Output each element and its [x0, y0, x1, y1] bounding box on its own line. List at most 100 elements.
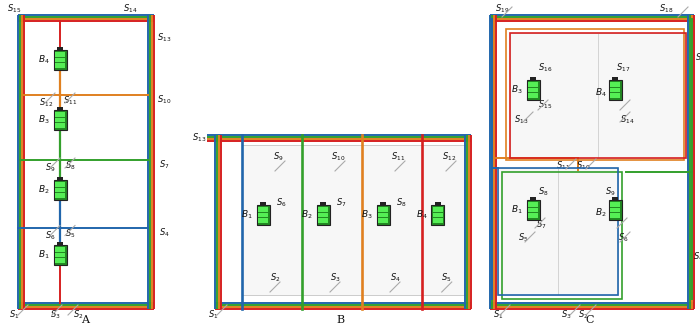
Text: $S_{10}$: $S_{10}$	[576, 160, 590, 172]
Bar	[433, 218, 442, 223]
Bar	[558, 168, 618, 295]
Text: $S_{12}$: $S_{12}$	[442, 151, 456, 163]
Text: $S_{10}$: $S_{10}$	[331, 151, 345, 163]
Bar	[316, 205, 330, 225]
Text: $B_2$: $B_2$	[595, 207, 607, 219]
Text: $S_{11}$: $S_{11}$	[391, 151, 405, 163]
Bar	[528, 88, 538, 92]
Bar	[526, 200, 540, 220]
Bar	[502, 172, 622, 299]
Bar	[610, 213, 620, 218]
Text: C: C	[586, 315, 594, 325]
Bar	[528, 93, 538, 98]
Bar	[608, 80, 622, 100]
Bar	[362, 145, 422, 295]
Text: $B_1$: $B_1$	[38, 249, 50, 261]
Text: $S_2$: $S_2$	[270, 272, 280, 284]
Bar	[318, 207, 328, 212]
Bar	[55, 253, 65, 257]
Text: $S_6$: $S_6$	[45, 229, 55, 242]
Text: $S_{15}$: $S_{15}$	[538, 99, 552, 111]
Text: $S_1$: $S_1$	[9, 309, 19, 321]
Text: $S_6$: $S_6$	[276, 197, 286, 209]
Bar	[258, 218, 268, 223]
Bar	[260, 202, 266, 206]
Text: $S_{9}$: $S_{9}$	[273, 151, 284, 163]
Text: $S_9$: $S_9$	[45, 162, 55, 174]
Bar	[528, 208, 538, 212]
Text: $S_6$: $S_6$	[617, 232, 629, 244]
Text: $B_4$: $B_4$	[595, 87, 607, 99]
Text: $S_{13}$: $S_{13}$	[514, 114, 528, 126]
Bar	[528, 82, 538, 87]
Bar	[55, 117, 65, 122]
Bar	[57, 242, 63, 245]
Text: $S_{19}$: $S_{19}$	[495, 3, 509, 15]
Bar	[242, 145, 302, 295]
Bar	[53, 245, 66, 265]
Text: $B_4$: $B_4$	[416, 209, 428, 221]
Bar	[506, 29, 684, 160]
Bar	[598, 33, 686, 158]
Bar	[510, 33, 686, 158]
Bar	[377, 205, 389, 225]
Text: $S_{17}$: $S_{17}$	[616, 62, 630, 74]
Bar	[55, 52, 65, 57]
Bar	[55, 193, 65, 198]
Text: $S_7$: $S_7$	[159, 159, 169, 171]
Bar	[55, 112, 65, 116]
Text: $S_8$: $S_8$	[538, 186, 548, 198]
Bar	[528, 202, 538, 207]
Bar	[608, 200, 622, 220]
Bar	[528, 213, 538, 218]
Bar	[55, 58, 65, 62]
Bar	[57, 177, 63, 181]
Text: $S_5$: $S_5$	[64, 227, 76, 240]
Text: $S_{12}$: $S_{12}$	[695, 51, 700, 64]
Bar	[610, 88, 620, 92]
Bar	[318, 213, 328, 217]
Bar	[530, 197, 536, 200]
Bar	[57, 47, 63, 50]
Bar	[610, 93, 620, 98]
Text: $S_{14}$: $S_{14}$	[122, 3, 137, 15]
Text: $B_1$: $B_1$	[511, 204, 523, 216]
Bar	[53, 110, 66, 130]
Bar	[55, 123, 65, 128]
Text: $S_3$: $S_3$	[50, 309, 60, 321]
Bar	[526, 80, 540, 100]
Bar	[55, 258, 65, 263]
Bar	[55, 188, 65, 192]
Bar	[55, 182, 65, 187]
Text: $S_{13}$: $S_{13}$	[157, 31, 172, 44]
Text: $B_4$: $B_4$	[38, 54, 50, 66]
Text: $S_5$: $S_5$	[442, 272, 452, 284]
Bar	[530, 77, 536, 81]
Bar	[435, 202, 441, 206]
Text: $B_3$: $B_3$	[511, 84, 523, 96]
Text: $S_{14}$: $S_{14}$	[620, 114, 634, 126]
Text: $S_3$: $S_3$	[561, 309, 571, 321]
Text: $S_{12}$: $S_{12}$	[39, 97, 53, 109]
Bar	[55, 247, 65, 252]
Text: $S_2$: $S_2$	[73, 309, 83, 321]
Bar	[378, 213, 388, 217]
Text: $S_9$: $S_9$	[605, 186, 615, 198]
Bar	[256, 205, 270, 225]
Text: $S_{15}$: $S_{15}$	[7, 3, 21, 15]
Text: $B_3$: $B_3$	[361, 209, 373, 221]
Bar	[320, 202, 326, 206]
Text: $S_{11}$: $S_{11}$	[556, 160, 570, 172]
Text: $S_1$: $S_1$	[208, 309, 218, 321]
Bar	[258, 207, 268, 212]
Bar	[378, 207, 388, 212]
Bar	[380, 202, 386, 206]
Text: A: A	[81, 315, 89, 325]
Bar	[498, 168, 618, 295]
Bar	[612, 197, 618, 200]
Text: $S_7$: $S_7$	[336, 197, 346, 209]
Text: $S_3$: $S_3$	[330, 272, 340, 284]
Text: $S_5$: $S_5$	[518, 232, 528, 244]
Bar	[433, 207, 442, 212]
Bar	[302, 145, 362, 295]
